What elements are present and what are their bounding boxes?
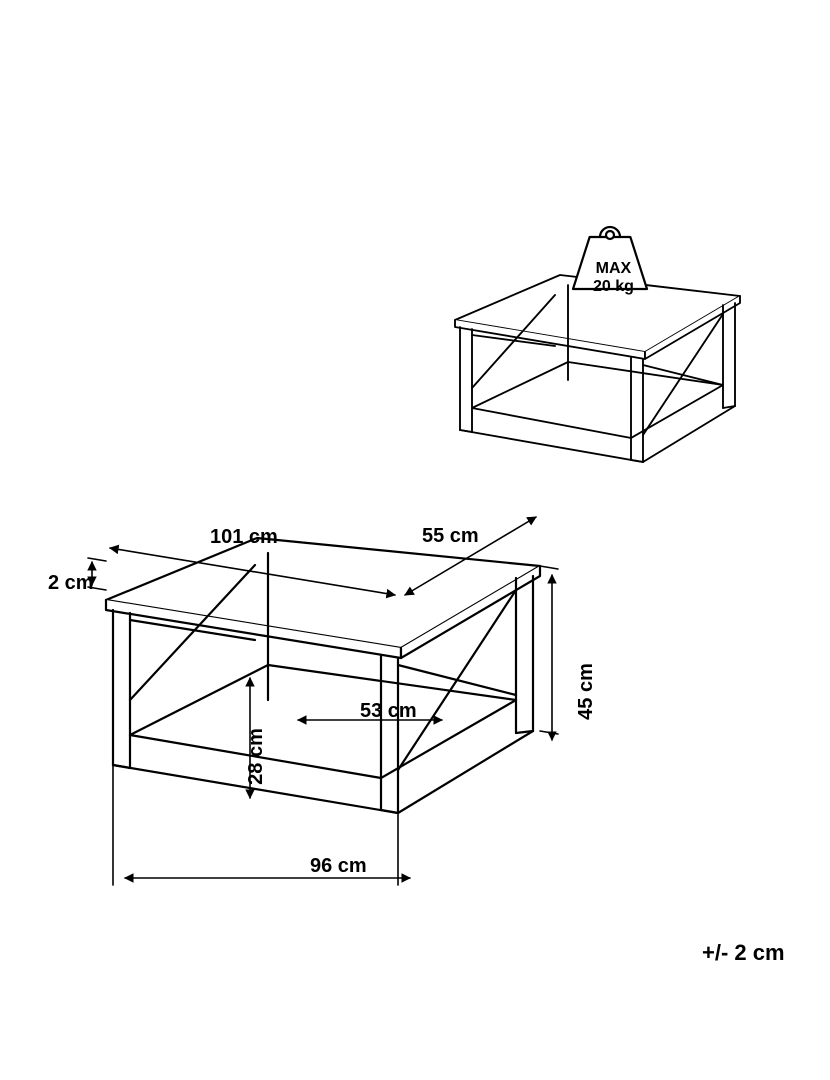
dim-base-w: 96 cm [310,855,367,878]
diagram-svg [0,0,830,1080]
main-table-drawing [106,538,540,813]
dim-height: 45 cm [575,663,598,720]
tolerance-label: +/- 2 cm [702,940,785,966]
weight-value: 20 kg [593,278,634,296]
weight-max: MAX [593,260,634,278]
dim-inner-w: 53 cm [360,700,417,723]
diagram-canvas: 101 cm 55 cm 2 cm 45 cm 28 cm 53 cm 96 c… [0,0,830,1080]
dim-top-depth: 55 cm [422,525,479,548]
dim-top-width: 101 cm [210,526,278,549]
dim-inner-h: 28 cm [245,728,268,785]
weight-label: MAX 20 kg [593,260,634,297]
dim-top-thick: 2 cm [48,572,94,595]
small-table-drawing [455,275,740,462]
